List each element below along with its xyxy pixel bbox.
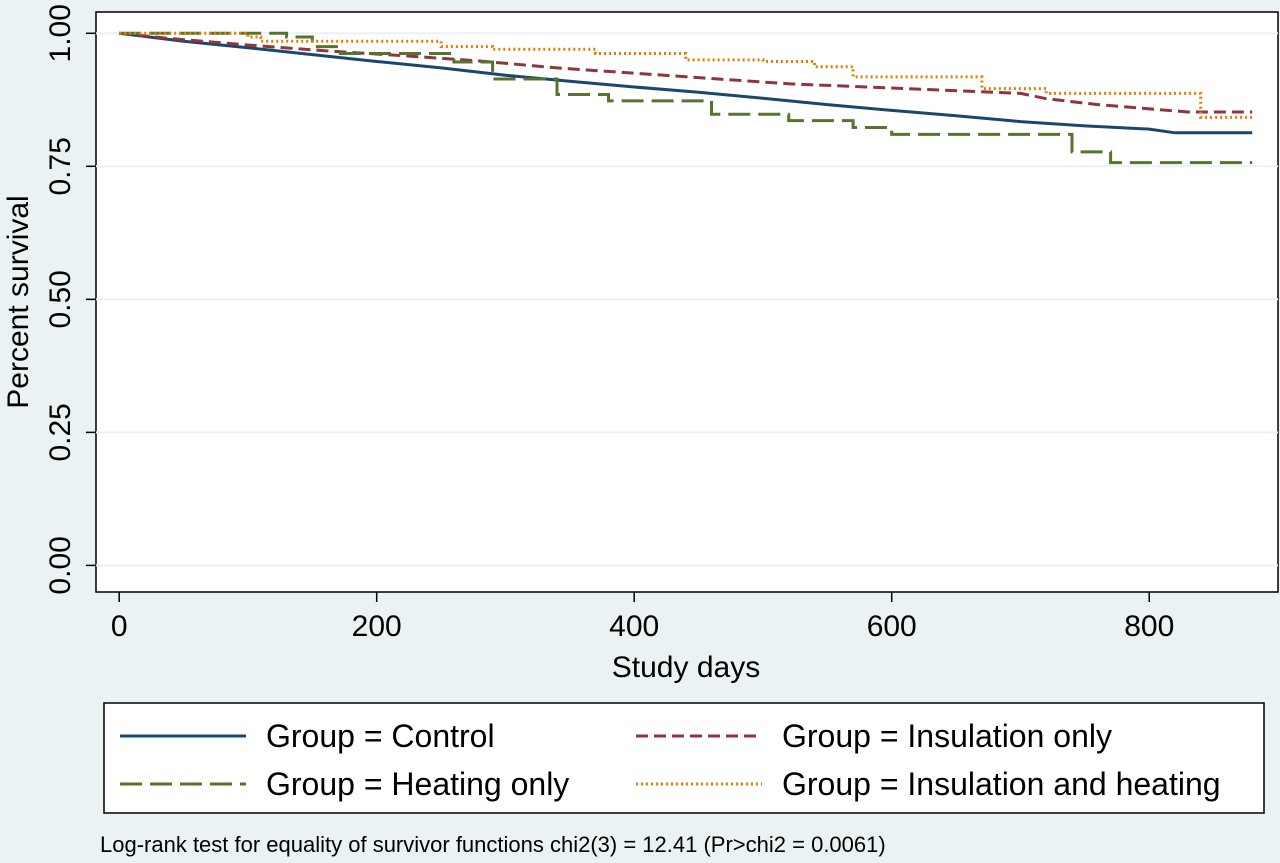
y-tick-label: 0.75 xyxy=(44,137,77,195)
y-axis: 0.00 0.25 0.50 0.75 1.00 xyxy=(44,4,96,595)
series-line xyxy=(119,31,1253,135)
legend-label: Group = Heating only xyxy=(266,766,569,802)
x-axis: 0 200 400 600 800 xyxy=(111,592,1174,643)
x-axis-title: Study days xyxy=(612,651,760,684)
series-line xyxy=(119,31,1253,119)
x-tick-label: 600 xyxy=(867,610,917,643)
x-tick-label: 200 xyxy=(352,610,402,643)
plot-area xyxy=(95,11,1279,593)
legend-label: Group = Control xyxy=(266,718,495,754)
x-tick-label: 400 xyxy=(609,610,659,643)
legend-box xyxy=(103,702,1265,814)
series-line xyxy=(119,31,1253,165)
log-rank-note: Log-rank test for equality of survivor f… xyxy=(100,832,886,857)
legend-label: Group = Insulation and heating xyxy=(782,766,1221,802)
x-tick-label: 800 xyxy=(1124,610,1174,643)
gridlines xyxy=(96,32,1278,567)
y-tick-label: 0.00 xyxy=(44,536,77,594)
y-tick-label: 0.50 xyxy=(44,270,77,328)
legend-label: Group = Insulation only xyxy=(782,718,1112,754)
y-axis-title: Percent survival xyxy=(2,195,35,408)
y-tick-label: 1.00 xyxy=(44,4,77,62)
series-lines xyxy=(119,31,1253,165)
x-tick-label: 0 xyxy=(111,610,128,643)
y-tick-label: 0.25 xyxy=(44,403,77,461)
legend: Group = Control Group = Insulation only Gr… xyxy=(120,718,1221,802)
series-line xyxy=(119,31,1253,114)
